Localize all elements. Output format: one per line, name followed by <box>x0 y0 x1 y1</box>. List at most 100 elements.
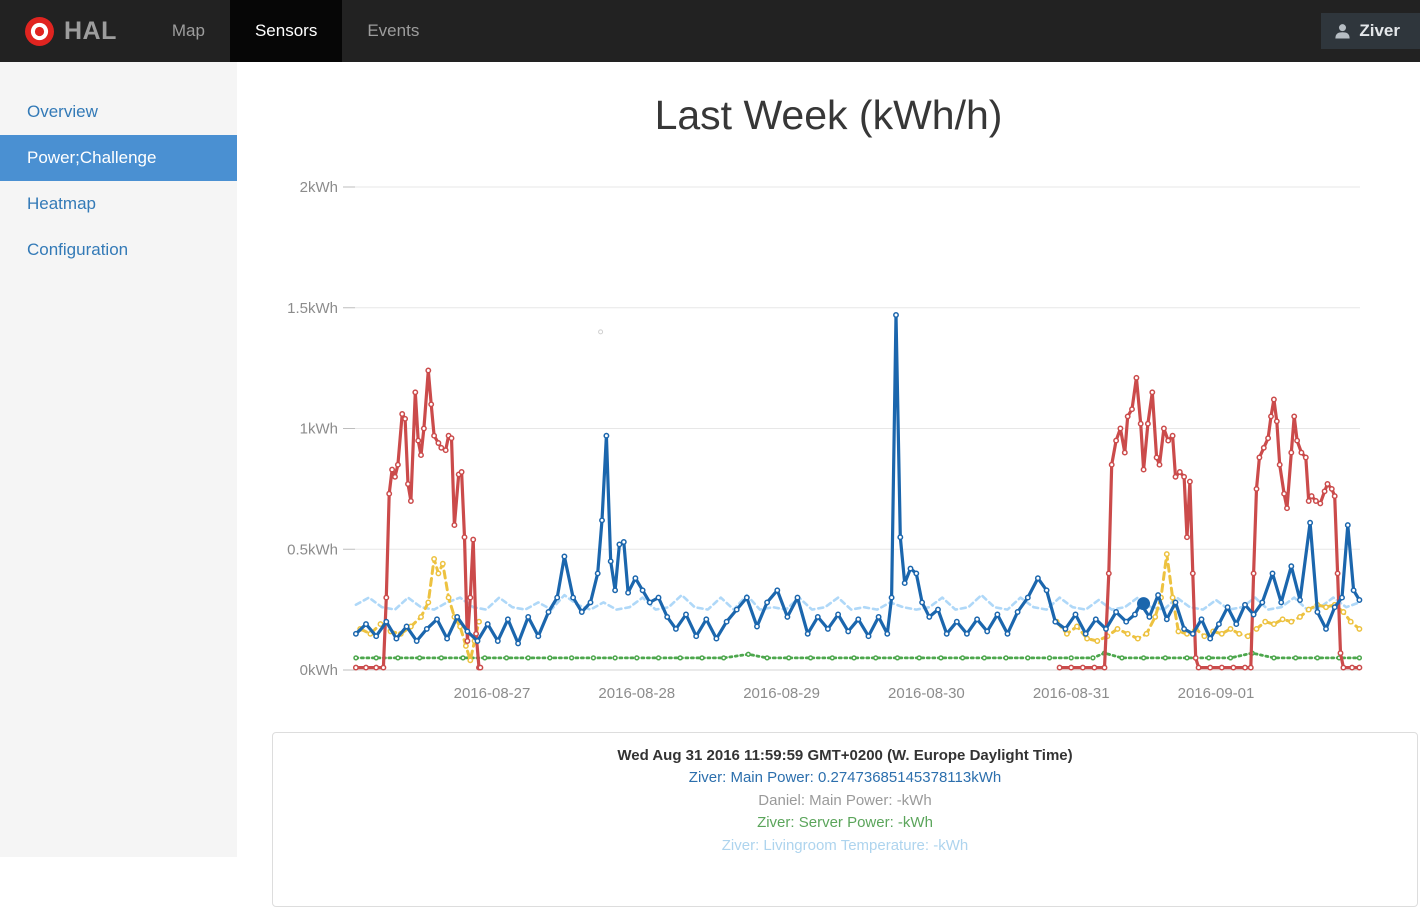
series-yellow-point <box>1175 628 1182 635</box>
series-daniel-point <box>1153 454 1160 461</box>
series-ziver-main-point <box>561 553 568 560</box>
series-ziver-main-point <box>444 635 451 642</box>
series-daniel-point <box>1242 664 1248 671</box>
series-server-point <box>764 655 770 661</box>
series-daniel-point <box>1186 478 1193 485</box>
series-yellow-point <box>1169 594 1176 601</box>
nav-item-events[interactable]: Events <box>367 21 420 40</box>
brand-text: HAL <box>64 16 117 45</box>
x-axis-label: 2016-08-31 <box>1033 685 1110 702</box>
series-daniel-point <box>1308 493 1315 500</box>
series-ziver-main-point <box>1146 613 1153 620</box>
series-ziver-main-point <box>935 606 941 613</box>
series-ziver-main-point <box>907 565 914 572</box>
x-axis-label: 2016-08-27 <box>454 685 531 702</box>
series-daniel-point <box>1144 420 1151 427</box>
series-server-point <box>547 655 553 661</box>
series-ziver-main-point <box>1072 611 1079 618</box>
series-ziver-main-point <box>1103 625 1109 632</box>
series-daniel-point <box>1230 664 1237 671</box>
series-daniel-point <box>1331 493 1338 500</box>
series-ziver-main-point <box>1269 570 1276 577</box>
tooltip-row: Ziver: Main Power: 0.27473685145378113kW… <box>688 769 1002 786</box>
series-daniel-point <box>1137 420 1144 427</box>
series-ziver-main-point <box>625 589 632 596</box>
sidebar-item-power-challenge[interactable]: Power;Challenge <box>0 135 237 181</box>
series-server-point <box>1184 655 1190 661</box>
series-daniel-point <box>1260 444 1267 451</box>
series-daniel-point <box>386 490 393 497</box>
series-ziver-main-point <box>1307 519 1314 526</box>
series-ziver-main-point <box>578 609 585 615</box>
main-nav: Map Sensors Events <box>147 0 444 62</box>
series-ziver-main-point <box>1155 592 1162 599</box>
series-yellow-point <box>418 613 424 620</box>
series-server-point <box>1206 655 1212 661</box>
series-daniel-point <box>1207 664 1214 671</box>
series-yellow-point <box>1253 625 1260 632</box>
y-axis-label: 0kWh <box>300 662 338 679</box>
series-server-point <box>590 655 597 661</box>
nav-item-sensors[interactable]: Sensors <box>229 0 343 62</box>
series-server-point <box>1314 655 1321 661</box>
series-ziver-main-point <box>594 570 601 577</box>
brand[interactable]: HAL <box>0 0 133 62</box>
series-ziver-main-point <box>494 638 501 644</box>
series-yellow-point <box>1236 630 1243 637</box>
nav-item-map[interactable]: Map <box>171 21 205 40</box>
series-ziver-main-point <box>1259 599 1266 606</box>
sidebar-item-overview[interactable]: Overview <box>27 102 98 121</box>
series-ziver-main-point <box>1123 618 1130 625</box>
series-ziver-main-point <box>1014 609 1021 615</box>
series-daniel-point <box>1265 435 1272 442</box>
series-yellow-point <box>1143 630 1150 637</box>
series-server-point <box>395 655 401 661</box>
series-daniel-point <box>1176 469 1183 475</box>
series-daniel-point <box>1349 664 1356 671</box>
series-ziver-main-point <box>855 616 862 623</box>
series-server-point <box>851 655 857 661</box>
series-yellow-point <box>1152 613 1159 620</box>
series-server-point <box>1227 655 1234 661</box>
series-server-point <box>1003 655 1009 661</box>
sidebar-item-heatmap[interactable]: Heatmap <box>27 194 96 213</box>
series-ziver-main-point <box>504 616 511 623</box>
series-daniel-point <box>1218 664 1225 671</box>
series-server-point <box>1140 655 1147 661</box>
series-daniel-point <box>389 466 396 473</box>
series-ziver-main-point <box>683 611 689 618</box>
series-server-point <box>1068 655 1074 661</box>
series-daniel-point <box>1305 498 1312 504</box>
series-ziver-main-point <box>599 517 605 524</box>
series-ziver-main-point <box>639 587 646 594</box>
highlighted-point[interactable] <box>1137 597 1151 611</box>
series-ziver-main-point <box>616 541 623 548</box>
series-yellow-line <box>358 557 481 662</box>
series-daniel-point <box>415 437 422 444</box>
user-menu[interactable]: Ziver <box>1321 13 1420 49</box>
series-daniel-point <box>1140 466 1147 473</box>
series-daniel-point <box>1298 449 1305 456</box>
series-yellow-point <box>431 555 438 562</box>
series-daniel-point <box>1256 454 1263 461</box>
series-ziver-main-point <box>804 630 811 637</box>
series-yellow-point <box>1347 618 1354 625</box>
series-ziver-main-point <box>888 594 895 601</box>
series-daniel-point <box>1169 432 1176 439</box>
y-axis-label: 1.5kWh <box>287 300 338 317</box>
series-ziver-main-point <box>545 609 552 615</box>
series-yellow-point <box>462 642 469 649</box>
series-yellow-point <box>1288 618 1295 625</box>
series-daniel-point <box>380 664 387 671</box>
series-ziver-main-point <box>1215 621 1222 628</box>
series-daniel-point <box>1273 418 1280 425</box>
series-daniel-point <box>1068 664 1075 671</box>
line-chart[interactable]: 0kWh 0.5kWh 1kWh 1.5kWh 2kWh 2016-08-27 2016-0… <box>280 170 1390 715</box>
series-daniel-point <box>1317 500 1324 507</box>
sidebar-item-configuration[interactable]: Configuration <box>27 240 129 259</box>
series-daniel-point <box>435 440 442 446</box>
series-ziver-main-point <box>1092 616 1099 623</box>
main-content: Last Week (kWh/h) 0kWh 0.5kWh 1kWh 1.5kWh 2k… <box>237 62 1420 907</box>
series-ziver-main-point <box>953 618 960 625</box>
series-ziver-main-point <box>994 611 1001 618</box>
